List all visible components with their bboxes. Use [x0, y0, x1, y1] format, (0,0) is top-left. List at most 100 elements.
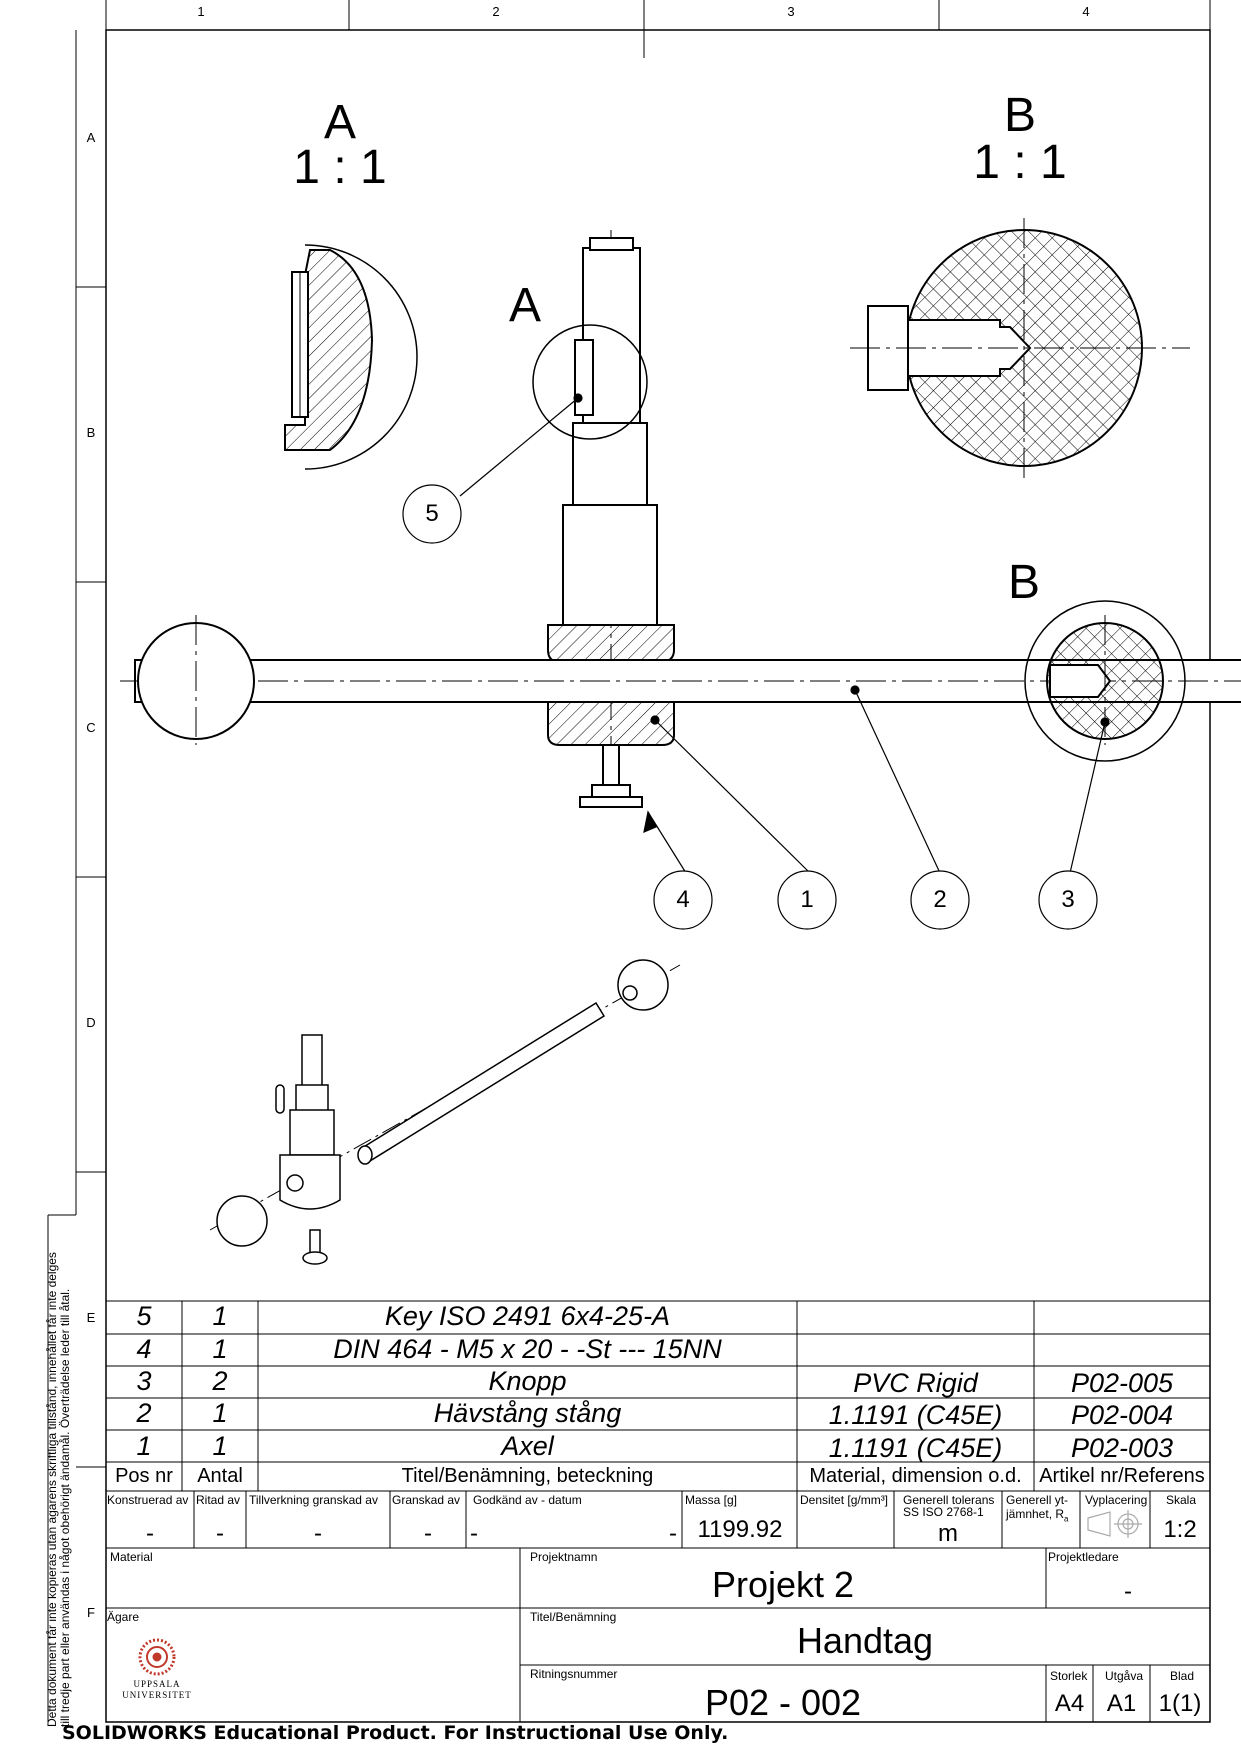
value-size: A4	[1054, 1690, 1085, 1717]
value-project-lead: -	[1124, 1578, 1132, 1605]
value-approved-by-left: -	[470, 1520, 478, 1547]
bom-row-3-title: Knopp	[488, 1366, 567, 1396]
front-view-assembly	[120, 230, 1241, 808]
label-general-tolerance: Generell tolerans	[903, 1493, 995, 1507]
bom-row-2-pos: 2	[136, 1398, 152, 1428]
bom-row-3-qty: 2	[212, 1366, 228, 1396]
value-tolerance-class: m	[938, 1520, 958, 1547]
balloon-1: 1	[800, 886, 814, 913]
label-project-name: Projektnamn	[530, 1550, 598, 1564]
balloon-3: 3	[1061, 886, 1075, 913]
value-constructed-by: -	[146, 1520, 154, 1547]
label-owner: Ägare	[107, 1610, 140, 1624]
zone-row-a: A	[86, 130, 96, 145]
uppsala-seal-logo	[138, 1638, 176, 1676]
zone-col-2: 2	[492, 4, 500, 19]
label-drawn-by: Ritad av	[196, 1493, 241, 1507]
bom-grid	[105, 1300, 1211, 1492]
zone-row-d: D	[86, 1015, 96, 1030]
projection-symbol-icon	[1087, 1510, 1142, 1538]
detail-view-b	[850, 218, 1190, 480]
detail-a-callout: A	[508, 279, 541, 332]
bom-row-2-material: 1.1191 (C45E)	[828, 1400, 1003, 1430]
value-mass: 1199.92	[697, 1516, 783, 1543]
zone-col-3: 3	[787, 4, 795, 19]
balloon-4: 4	[676, 886, 690, 913]
label-material: Material	[110, 1550, 153, 1564]
label-manufacturing-check: Tillverkning granskad av	[249, 1493, 378, 1507]
copyright-side-note: Detta dokument får inte kopieras utan äg…	[45, 1252, 72, 1727]
zone-col-4: 4	[1082, 4, 1090, 19]
detail-a-scale: 1 : 1	[293, 141, 387, 194]
value-title: Handtag	[796, 1620, 934, 1661]
label-approved-by: Godkänd av - datum	[473, 1493, 582, 1507]
value-scale: 1:2	[1163, 1516, 1197, 1543]
label-tolerance-standard: SS ISO 2768-1	[903, 1505, 984, 1519]
bom-row-1-material: 1.1191 (C45E)	[828, 1433, 1003, 1463]
bom-row-2-title: Hävstång stång	[433, 1398, 622, 1428]
zone-row-f: F	[87, 1605, 95, 1620]
value-checked-by: -	[424, 1520, 432, 1547]
label-projection: Vyplacering	[1085, 1493, 1148, 1507]
side-note-line-2: till tredje part eller användas i något …	[58, 1288, 72, 1727]
value-project-name: Projekt 2	[711, 1564, 855, 1605]
label-project-lead: Projektledare	[1048, 1550, 1119, 1564]
detail-b-scale: 1 : 1	[973, 136, 1067, 189]
balloon-5: 5	[425, 500, 439, 527]
label-constructed-by: Konstruerad av	[107, 1493, 189, 1507]
value-approved-by-right: -	[669, 1520, 677, 1547]
value-manufacturing-check: -	[314, 1520, 322, 1547]
bom-row-4-title: DIN 464 - M5 x 20 - -St --- 15NN	[333, 1334, 722, 1364]
label-sheet: Blad	[1170, 1669, 1195, 1683]
balloon-2: 2	[933, 886, 947, 913]
bom-header-pos: Pos nr	[115, 1465, 173, 1487]
owner-logo-text: UPPSALA UNIVERSITET	[117, 1679, 197, 1701]
label-surface-roughness-2: jämnhet, Ra	[1006, 1507, 1069, 1524]
detail-a-letter: A	[323, 96, 356, 149]
bom-header-ref: Artikel nr/Referens	[1039, 1465, 1205, 1487]
bom-row-5-pos: 5	[136, 1301, 152, 1331]
bom-row-3-ref: P02-005	[1070, 1368, 1174, 1398]
label-mass: Massa [g]	[685, 1493, 738, 1507]
bom-row-2-qty: 1	[212, 1398, 228, 1428]
detail-b-callout: B	[1007, 556, 1040, 609]
owner-logo-line-1: UPPSALA	[133, 1679, 181, 1689]
bom-row-5-title: Key ISO 2491 6x4-25-A	[384, 1301, 671, 1331]
bom-header-material: Material, dimension o.d.	[809, 1465, 1022, 1487]
bom-row-4-qty: 1	[212, 1334, 228, 1364]
label-revision: Utgåva	[1105, 1669, 1144, 1683]
bom-row-3-material: PVC Rigid	[853, 1368, 978, 1398]
value-drawing-number: P02 - 002	[704, 1682, 862, 1723]
bom-row-1-pos: 1	[136, 1431, 152, 1461]
bom-row-2-ref: P02-004	[1070, 1400, 1174, 1430]
label-size: Storlek	[1050, 1669, 1088, 1683]
bom-row-4-pos: 4	[136, 1334, 152, 1364]
bom-row-3-pos: 3	[136, 1366, 152, 1396]
zone-row-c: C	[86, 720, 96, 735]
bom-row-1-title: Axel	[501, 1431, 554, 1461]
bom-row-5-qty: 1	[212, 1301, 228, 1331]
value-drawn-by: -	[216, 1520, 224, 1547]
label-drawing-number: Ritningsnummer	[530, 1667, 618, 1681]
zone-row-b: B	[86, 425, 96, 440]
label-title: Titel/Benämning	[530, 1610, 617, 1624]
balloon-leaders	[402, 393, 1110, 930]
label-checked-by: Granskad av	[392, 1493, 461, 1507]
label-density: Densitet [g/mm³]	[800, 1493, 889, 1507]
title-block-grid	[106, 1491, 1210, 1722]
label-scale: Skala	[1166, 1493, 1197, 1507]
owner-logo-line-2: UNIVERSITET	[122, 1690, 192, 1700]
value-revision: A1	[1106, 1690, 1137, 1717]
bom-row-1-ref: P02-003	[1070, 1433, 1174, 1463]
educational-footer: SOLIDWORKS Educational Product. For Inst…	[62, 1722, 729, 1744]
value-sheet: 1(1)	[1158, 1690, 1202, 1717]
isometric-exploded-view	[209, 959, 681, 1265]
label-surface-roughness: Generell yt-	[1006, 1493, 1069, 1507]
detail-b-letter: B	[1003, 89, 1036, 142]
detail-view-a	[284, 244, 418, 470]
bom-header-qty: Antal	[197, 1465, 243, 1487]
bom-row-1-qty: 1	[212, 1431, 228, 1461]
bom-header-title: Titel/Benämning, beteckning	[401, 1465, 654, 1487]
zone-col-1: 1	[197, 4, 205, 19]
